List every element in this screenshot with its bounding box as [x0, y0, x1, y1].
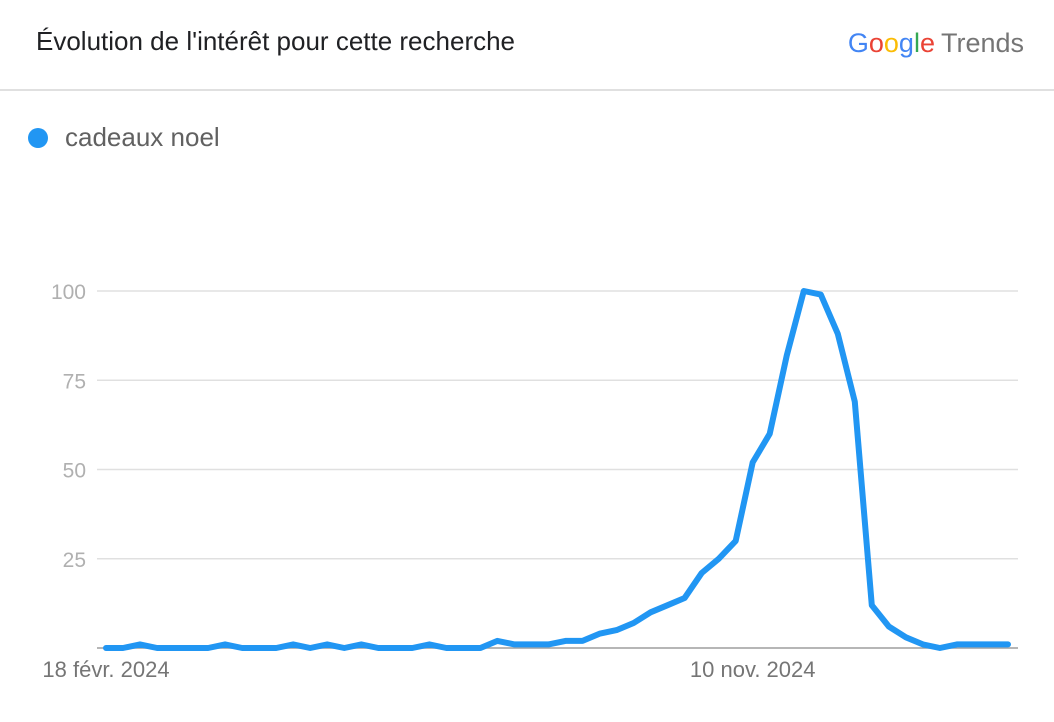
logo-letter: G	[847, 28, 869, 58]
legend-dot-icon	[28, 127, 48, 148]
x-axis-ticks: 18 févr. 2024 10 nov. 2024	[42, 657, 815, 682]
series-line-cadeaux-noel	[103, 288, 1011, 651]
google-trends-logo: Google Trends	[848, 28, 1024, 59]
series-layer	[103, 288, 1011, 651]
y-axis-ticks: 25 50 75 100	[51, 281, 86, 572]
y-tick-label: 100	[51, 281, 86, 304]
logo-letter: l	[913, 28, 920, 58]
legend-label: cadeaux noel	[65, 122, 220, 152]
logo-letter: o	[883, 28, 899, 58]
chart-legend: cadeaux noel	[28, 122, 220, 153]
y-tick-label: 50	[63, 460, 86, 483]
grid-lines	[97, 290, 1018, 560]
x-tick-label: 18 févr. 2024	[42, 657, 169, 682]
x-tick-label: 10 nov. 2024	[690, 657, 816, 682]
logo-letter: g	[898, 28, 914, 58]
y-tick-label: 75	[63, 370, 86, 393]
chart-header: Évolution de l'intérêt pour cette recher…	[0, 0, 1054, 91]
logo-product-name: Trends	[940, 28, 1024, 58]
logo-letter: e	[919, 28, 935, 58]
y-tick-label: 25	[63, 549, 86, 572]
logo-letter: o	[868, 28, 884, 58]
chart-title: Évolution de l'intérêt pour cette recher…	[36, 26, 516, 56]
